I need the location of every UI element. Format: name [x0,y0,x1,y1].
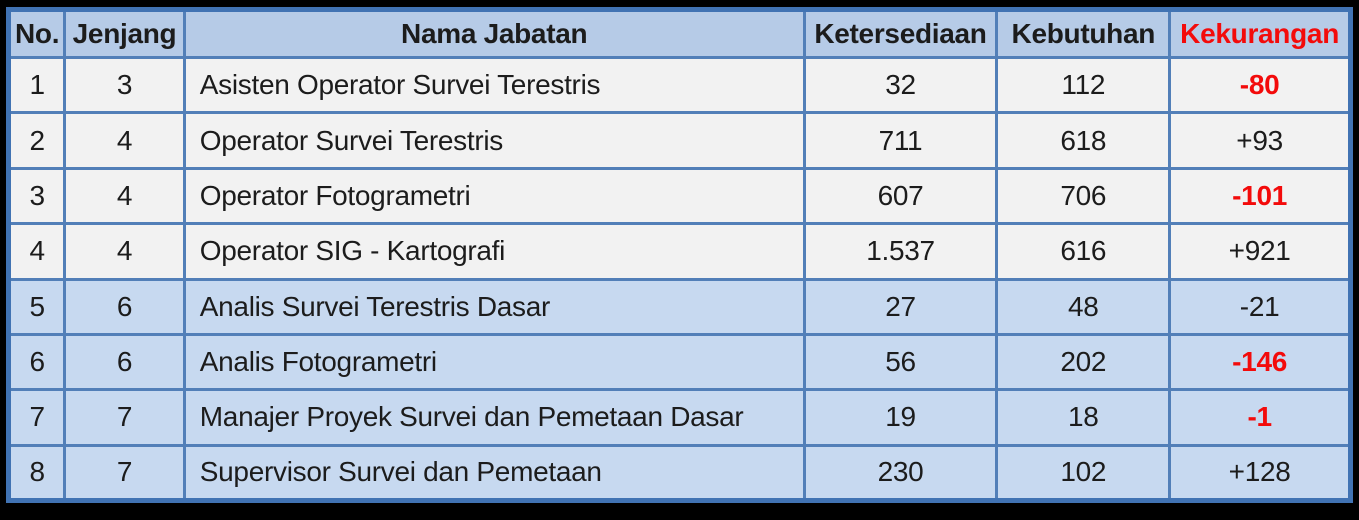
cell-no: 2 [6,111,67,170]
cell-jenjang: 6 [63,332,186,392]
cell-ketersediaan: 27 [802,277,999,336]
cell-no: 5 [6,277,67,336]
cell-kebutuhan: 18 [995,388,1172,447]
cell-kekurangan: -21 [1168,277,1352,336]
cell-no: 3 [6,166,67,226]
col-header-jenjang: Jenjang [63,8,186,59]
cell-nama-jabatan: Operator Fotogrametri [182,166,806,226]
table-row: 3 4 Operator Fotogrametri 607 706 -101 [6,166,1352,226]
cell-ketersediaan: 607 [802,166,999,226]
table-row: 2 4 Operator Survei Terestris 711 618 +9… [6,111,1352,170]
cell-jenjang: 3 [63,55,186,115]
cell-jenjang: 4 [63,111,186,170]
cell-kekurangan: -146 [1168,332,1352,392]
col-header-kekurangan: Kekurangan [1168,8,1352,59]
cell-nama-jabatan: Manajer Proyek Survei dan Pemetaan Dasar [182,388,806,447]
cell-kekurangan: -101 [1168,166,1352,226]
cell-kebutuhan: 102 [995,443,1172,503]
cell-kekurangan: +128 [1168,443,1352,503]
table-row: 7 7 Manajer Proyek Survei dan Pemetaan D… [6,388,1352,447]
table-row: 5 6 Analis Survei Terestris Dasar 27 48 … [6,277,1352,336]
cell-jenjang: 4 [63,166,186,226]
cell-kebutuhan: 48 [995,277,1172,336]
cell-no: 1 [6,55,67,115]
cell-kebutuhan: 706 [995,166,1172,226]
table-row: 1 3 Asisten Operator Survei Terestris 32… [6,55,1352,115]
cell-kebutuhan: 616 [995,222,1172,281]
table-row: 4 4 Operator SIG - Kartografi 1.537 616 … [6,222,1352,281]
cell-nama-jabatan: Analis Survei Terestris Dasar [182,277,806,336]
cell-nama-jabatan: Operator Survei Terestris [182,111,806,170]
table-body: 1 3 Asisten Operator Survei Terestris 32… [6,55,1352,503]
cell-kekurangan: -80 [1168,55,1352,115]
col-header-ketersediaan: Ketersediaan [802,8,999,59]
cell-kebutuhan: 112 [995,55,1172,115]
cell-jenjang: 7 [63,443,186,503]
cell-jenjang: 7 [63,388,186,447]
cell-ketersediaan: 56 [802,332,999,392]
cell-kebutuhan: 618 [995,111,1172,170]
cell-kekurangan: +93 [1168,111,1352,170]
cell-kekurangan: -1 [1168,388,1352,447]
cell-ketersediaan: 711 [802,111,999,170]
table-row: 6 6 Analis Fotogrametri 56 202 -146 [6,332,1352,392]
col-header-nama-jabatan: Nama Jabatan [182,8,806,59]
cell-no: 6 [6,332,67,392]
staffing-table: No. Jenjang Nama Jabatan Ketersediaan Ke… [6,7,1353,503]
cell-ketersediaan: 32 [802,55,999,115]
cell-ketersediaan: 1.537 [802,222,999,281]
col-header-kebutuhan: Kebutuhan [995,8,1172,59]
cell-no: 7 [6,388,67,447]
cell-ketersediaan: 230 [802,443,999,503]
cell-kekurangan: +921 [1168,222,1352,281]
cell-nama-jabatan: Operator SIG - Kartografi [182,222,806,281]
cell-no: 4 [6,222,67,281]
cell-nama-jabatan: Asisten Operator Survei Terestris [182,55,806,115]
cell-jenjang: 6 [63,277,186,336]
header-row: No. Jenjang Nama Jabatan Ketersediaan Ke… [6,8,1352,59]
col-header-no: No. [6,8,67,59]
cell-nama-jabatan: Analis Fotogrametri [182,332,806,392]
cell-kebutuhan: 202 [995,332,1172,392]
table-header: No. Jenjang Nama Jabatan Ketersediaan Ke… [6,8,1352,59]
cell-nama-jabatan: Supervisor Survei dan Pemetaan [182,443,806,503]
cell-jenjang: 4 [63,222,186,281]
table-row: 8 7 Supervisor Survei dan Pemetaan 230 1… [6,443,1352,503]
cell-ketersediaan: 19 [802,388,999,447]
cell-no: 8 [6,443,67,503]
